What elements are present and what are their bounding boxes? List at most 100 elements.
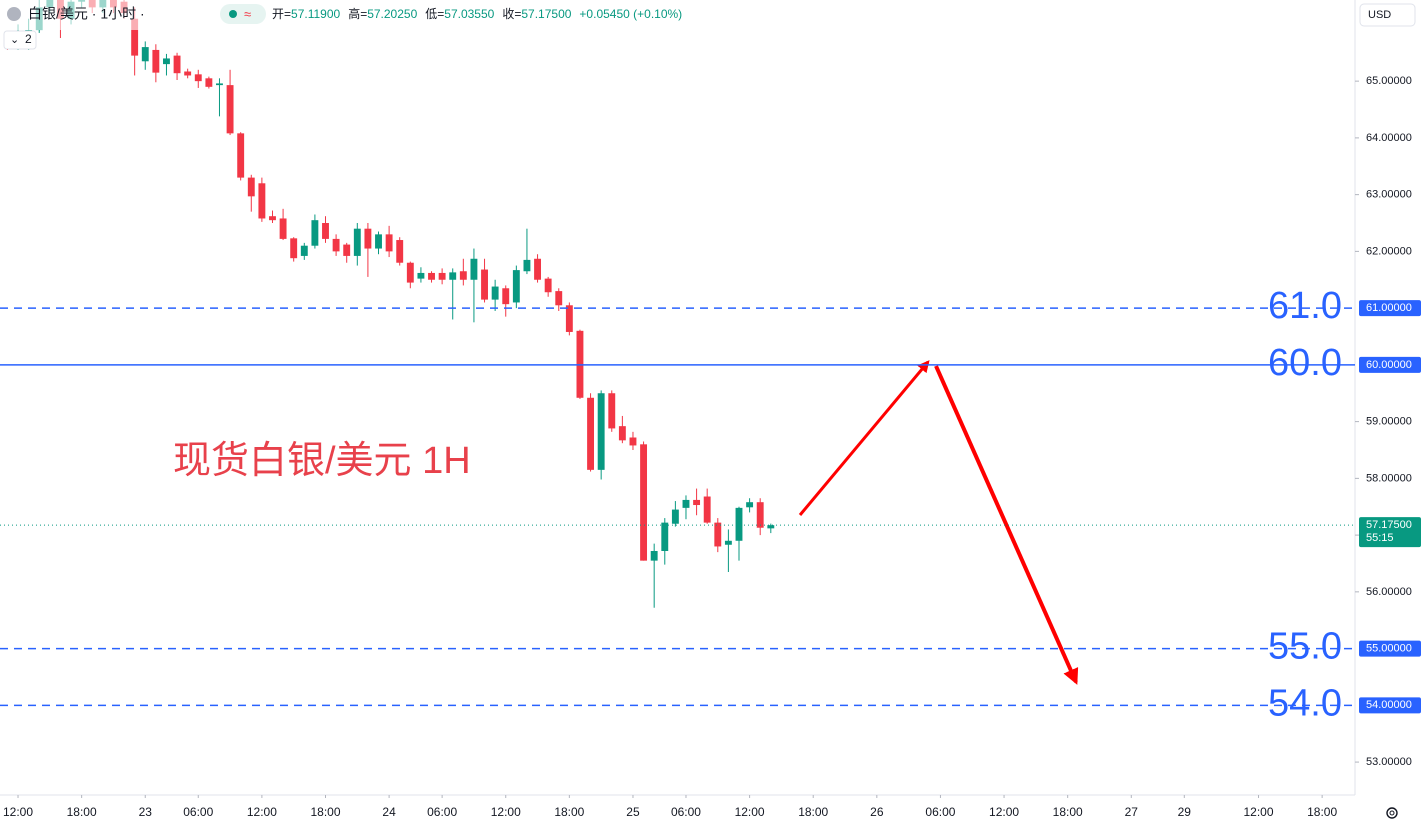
- stats: 开=57.11900 高=57.20250 低=57.03550 收=57.17500…: [272, 6, 682, 21]
- candle-body: [194, 74, 202, 82]
- candle-body: [269, 216, 276, 221]
- stat-label: 低=: [425, 7, 444, 21]
- y-tick-label: 62.00000: [1366, 245, 1412, 257]
- currency-button[interactable]: [1359, 3, 1416, 27]
- indicator-toggle[interactable]: [3, 30, 37, 50]
- candle-body: [226, 85, 234, 134]
- candle-body: [491, 286, 499, 300]
- y-tick-label: 58.00000: [1366, 472, 1412, 484]
- x-tick-label: 06:00: [925, 805, 955, 819]
- candle-body: [205, 78, 213, 87]
- candle-body: [640, 444, 648, 561]
- candle-body: [565, 305, 573, 332]
- level-axis-box: [1359, 356, 1421, 373]
- y-tick-label: 63.00000: [1366, 189, 1412, 201]
- y-tick-label: 56.00000: [1366, 586, 1412, 598]
- candle-body: [184, 71, 192, 76]
- level-label: 60.0: [1268, 342, 1342, 384]
- candle-body: [364, 228, 372, 249]
- candle-body: [597, 393, 605, 470]
- x-tick-label: 18:00: [67, 805, 97, 819]
- x-tick-label: 18:00: [554, 805, 584, 819]
- status-pill[interactable]: [220, 4, 266, 24]
- candle-body: [682, 499, 690, 508]
- level-label: 55.0: [1268, 626, 1342, 668]
- last-price-box: [1359, 517, 1421, 548]
- candle-body: [481, 269, 488, 300]
- x-tick-label: 27: [1125, 805, 1139, 819]
- candle-body: [650, 550, 658, 561]
- candle-body: [629, 437, 637, 446]
- candle-body: [724, 540, 732, 545]
- y-tick-label: 64.00000: [1366, 132, 1412, 144]
- candle-body: [608, 393, 616, 429]
- candle-body: [671, 509, 679, 524]
- candle-body: [555, 291, 563, 306]
- candle-body: [247, 177, 255, 197]
- chevron: ⌄: [10, 34, 19, 46]
- settings-icon[interactable]: [1386, 807, 1398, 819]
- status-icon: ≈: [244, 6, 251, 21]
- x-tick-label: 18:00: [1053, 805, 1083, 819]
- level-axis-label: 54.00000: [1366, 699, 1412, 711]
- candle-body: [417, 272, 425, 279]
- candle-body: [735, 507, 743, 541]
- x-tick-label: 18:00: [310, 805, 340, 819]
- x-tick-label: 12:00: [989, 805, 1019, 819]
- x-tick-label: 12:00: [1244, 805, 1274, 819]
- candle-body: [534, 258, 541, 280]
- stat: 开=57.11900: [272, 7, 341, 21]
- candle-body: [343, 244, 351, 256]
- level-axis-box: [1359, 697, 1421, 714]
- status-dot: [229, 10, 237, 18]
- y-tick-label: 65.00000: [1366, 75, 1412, 87]
- candle-body: [523, 259, 531, 272]
- candle-body: [406, 262, 414, 283]
- candle-body: [661, 522, 669, 551]
- last-price-label: 57.17500: [1366, 519, 1412, 531]
- candle-body: [216, 83, 223, 86]
- candle-body: [279, 218, 287, 239]
- stat-label: 开=: [272, 7, 291, 21]
- x-tick-label: 24: [382, 805, 396, 819]
- stat-label: 高=: [348, 6, 367, 21]
- candle-body: [332, 238, 340, 252]
- x-tick-label: 12:00: [491, 805, 521, 819]
- x-tick-label: 06:00: [183, 805, 213, 819]
- candle-body: [300, 245, 308, 256]
- candle-body: [385, 234, 393, 252]
- candle-body: [767, 525, 775, 529]
- candle-body: [449, 272, 457, 280]
- arrow-down: [934, 365, 1079, 685]
- arrow-up: [798, 360, 930, 516]
- candle-body: [396, 240, 404, 263]
- candle-body: [544, 278, 552, 293]
- x-tick-label: 12:00: [3, 805, 33, 819]
- symbol[interactable]: 白银/美元 · 1小时 ·: [28, 6, 145, 22]
- x-tick-label: 29: [1178, 805, 1192, 819]
- level-axis-label: 60.00000: [1366, 359, 1412, 371]
- header-bg: [0, 0, 700, 30]
- candle-body: [131, 18, 139, 56]
- stat: 收=57.17500: [502, 7, 571, 21]
- x-tick-label: 06:00: [671, 805, 701, 819]
- candle-body: [470, 258, 478, 280]
- annotation: 现货白银/美元 1H: [173, 440, 471, 482]
- stat: 高=57.20250: [348, 6, 417, 21]
- x-tick-label: 25: [626, 805, 640, 819]
- x-tick-label: 23: [139, 805, 153, 819]
- candle-body: [163, 58, 170, 65]
- stat-value: 57.20250: [367, 7, 417, 21]
- level-axis-box: [1359, 640, 1421, 657]
- settings-icon-inner: [1389, 810, 1395, 816]
- y-tick-label: 53.00000: [1366, 756, 1412, 768]
- x-tick-label: 12:00: [735, 805, 765, 819]
- candle-body: [459, 271, 467, 280]
- x-tick-label: 26: [870, 805, 884, 819]
- level-label: 61.0: [1268, 285, 1342, 327]
- x-tick-label: 18:00: [1307, 805, 1337, 819]
- candle-body: [438, 272, 446, 280]
- indicator-count: 2: [25, 32, 32, 46]
